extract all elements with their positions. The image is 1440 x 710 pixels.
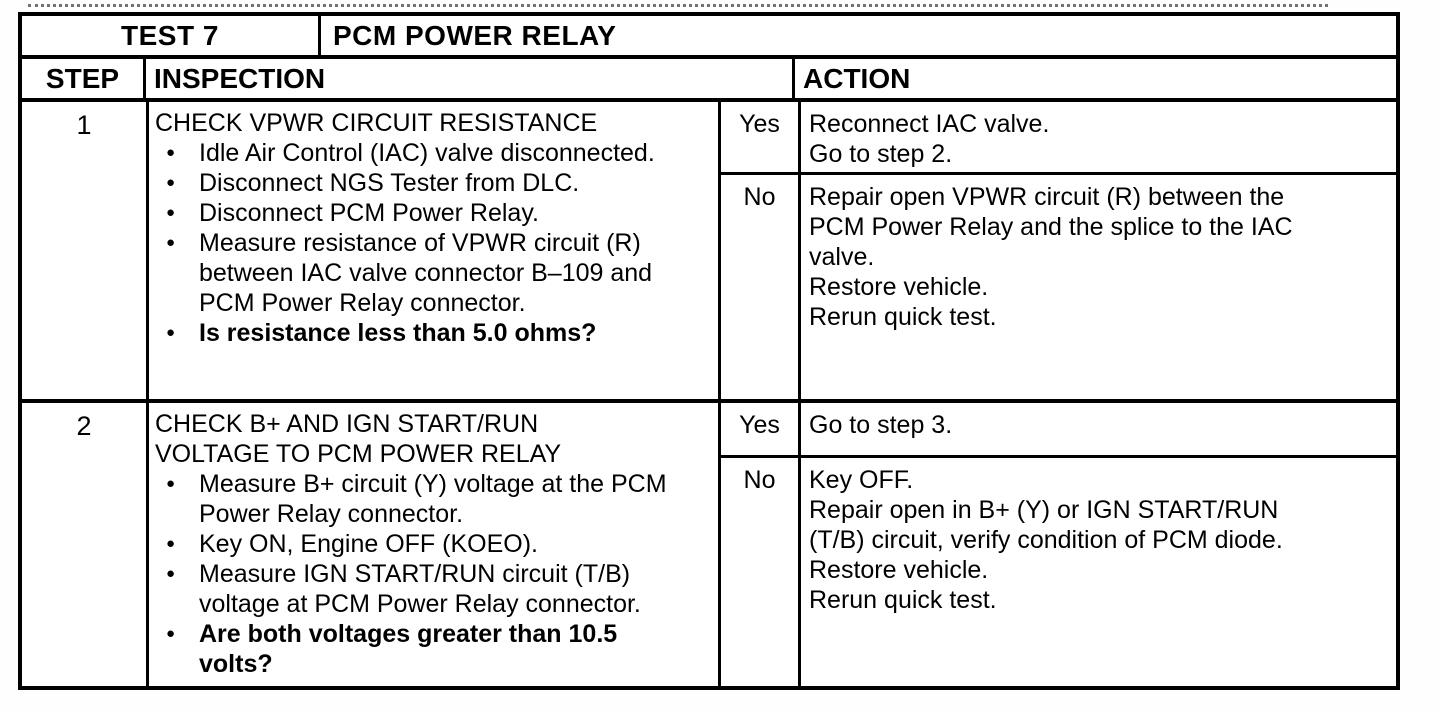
action-line: Restore vehicle. xyxy=(809,556,989,584)
step-number: 1 xyxy=(76,110,92,140)
inspection-bullet-question: ● Is resistance less than 5.0 ohms? xyxy=(155,318,668,348)
column-header-row: STEP INSPECTION ACTION xyxy=(22,59,1396,102)
no-action-cell: Key OFF. Repair open in B+ (Y) or IGN ST… xyxy=(798,458,1396,686)
bullet-icon: ● xyxy=(166,565,176,582)
yes-action-cell: Go to step 3. xyxy=(798,403,1396,458)
inspection-title-line: CHECK B+ AND IGN START/RUN xyxy=(155,410,539,438)
bullet-icon: ● xyxy=(166,144,176,161)
inspection-column-header: INSPECTION xyxy=(146,59,795,98)
bullet-icon: ● xyxy=(166,324,176,341)
inspection-cell: CHECK VPWR CIRCUIT RESISTANCE ● Idle Air… xyxy=(146,102,718,399)
inspection-bullet-item: ● Measure resistance of VPWR circuit (R)… xyxy=(155,228,668,318)
diagnostic-test-table: TEST 7 PCM POWER RELAY STEP INSPECTION A… xyxy=(18,12,1400,690)
table-row-step-2: 2 CHECK B+ AND IGN START/RUN VOLTAGE TO … xyxy=(22,403,1396,686)
action-column-header: ACTION xyxy=(803,62,911,94)
inspection-bullet-item: ● Idle Air Control (IAC) valve disconnec… xyxy=(155,138,668,168)
yes-action-cell: Reconnect IAC valve. Go to step 2. xyxy=(798,102,1396,175)
inspection-title: CHECK VPWR CIRCUIT RESISTANCE xyxy=(155,109,598,137)
inspection-bullet-item: ● Measure IGN START/RUN circuit (T/B) vo… xyxy=(155,559,668,619)
inspection-bullet-item: ● Disconnect PCM Power Relay. xyxy=(155,198,668,228)
action-line: Repair open VPWR circuit (R) between the… xyxy=(809,183,1293,271)
yes-label-cell: Yes xyxy=(718,102,798,175)
bullet-text: Measure B+ circuit (Y) voltage at the PC… xyxy=(199,470,667,528)
inspection-cell: CHECK B+ AND IGN START/RUN VOLTAGE TO PC… xyxy=(146,403,718,686)
table-title-row: TEST 7 PCM POWER RELAY xyxy=(22,16,1396,59)
bullet-icon: ● xyxy=(166,625,176,642)
no-action-cell: Repair open VPWR circuit (R) between the… xyxy=(798,175,1396,399)
bullet-text: Disconnect NGS Tester from DLC. xyxy=(199,169,580,197)
bullet-icon: ● xyxy=(166,234,176,251)
test-title-cell: PCM POWER RELAY xyxy=(333,19,617,51)
action-line: Go to step 2. xyxy=(809,140,953,168)
inspection-bullet-question: ● Are both voltages greater than 10.5 vo… xyxy=(155,619,668,679)
step-number: 2 xyxy=(76,411,92,441)
scan-artifact-line xyxy=(28,4,1328,7)
action-line: Go to step 3. xyxy=(809,411,953,439)
action-line: Repair open in B+ (Y) or IGN START/RUN (… xyxy=(809,496,1283,554)
no-label-cell: No xyxy=(718,458,798,686)
bullet-text: Are both voltages greater than 10.5 volt… xyxy=(199,620,618,678)
action-line: Key OFF. xyxy=(809,466,914,494)
bullet-icon: ● xyxy=(166,475,176,492)
bullet-icon: ● xyxy=(166,174,176,191)
step-column-header: STEP xyxy=(22,59,146,98)
bullet-text: Disconnect PCM Power Relay. xyxy=(199,199,539,227)
bullet-text: Measure IGN START/RUN circuit (T/B) volt… xyxy=(199,560,641,618)
no-label-cell: No xyxy=(718,175,798,399)
action-line: Rerun quick test. xyxy=(809,586,997,614)
bullet-icon: ● xyxy=(166,535,176,552)
inspection-bullet-item: ● Disconnect NGS Tester from DLC. xyxy=(155,168,668,198)
inspection-bullet-item: ● Measure B+ circuit (Y) voltage at the … xyxy=(155,469,668,529)
bullet-text: Measure resistance of VPWR circuit (R) b… xyxy=(199,229,653,317)
table-row-step-1: 1 CHECK VPWR CIRCUIT RESISTANCE ● Idle A… xyxy=(22,102,1396,403)
bullet-text: Key ON, Engine OFF (KOEO). xyxy=(199,530,538,558)
action-line: Restore vehicle. xyxy=(809,273,989,301)
action-line: Reconnect IAC valve. xyxy=(809,110,1050,138)
bullet-text: Idle Air Control (IAC) valve disconnecte… xyxy=(199,139,655,167)
bullet-text: Is resistance less than 5.0 ohms? xyxy=(199,319,597,347)
inspection-title-line: VOLTAGE TO PCM POWER RELAY xyxy=(155,440,562,468)
test-number-cell: TEST 7 xyxy=(22,16,321,55)
yes-label-cell: Yes xyxy=(718,403,798,458)
bullet-icon: ● xyxy=(166,204,176,221)
action-line: Rerun quick test. xyxy=(809,303,997,331)
inspection-bullet-item: ● Key ON, Engine OFF (KOEO). xyxy=(155,529,668,559)
